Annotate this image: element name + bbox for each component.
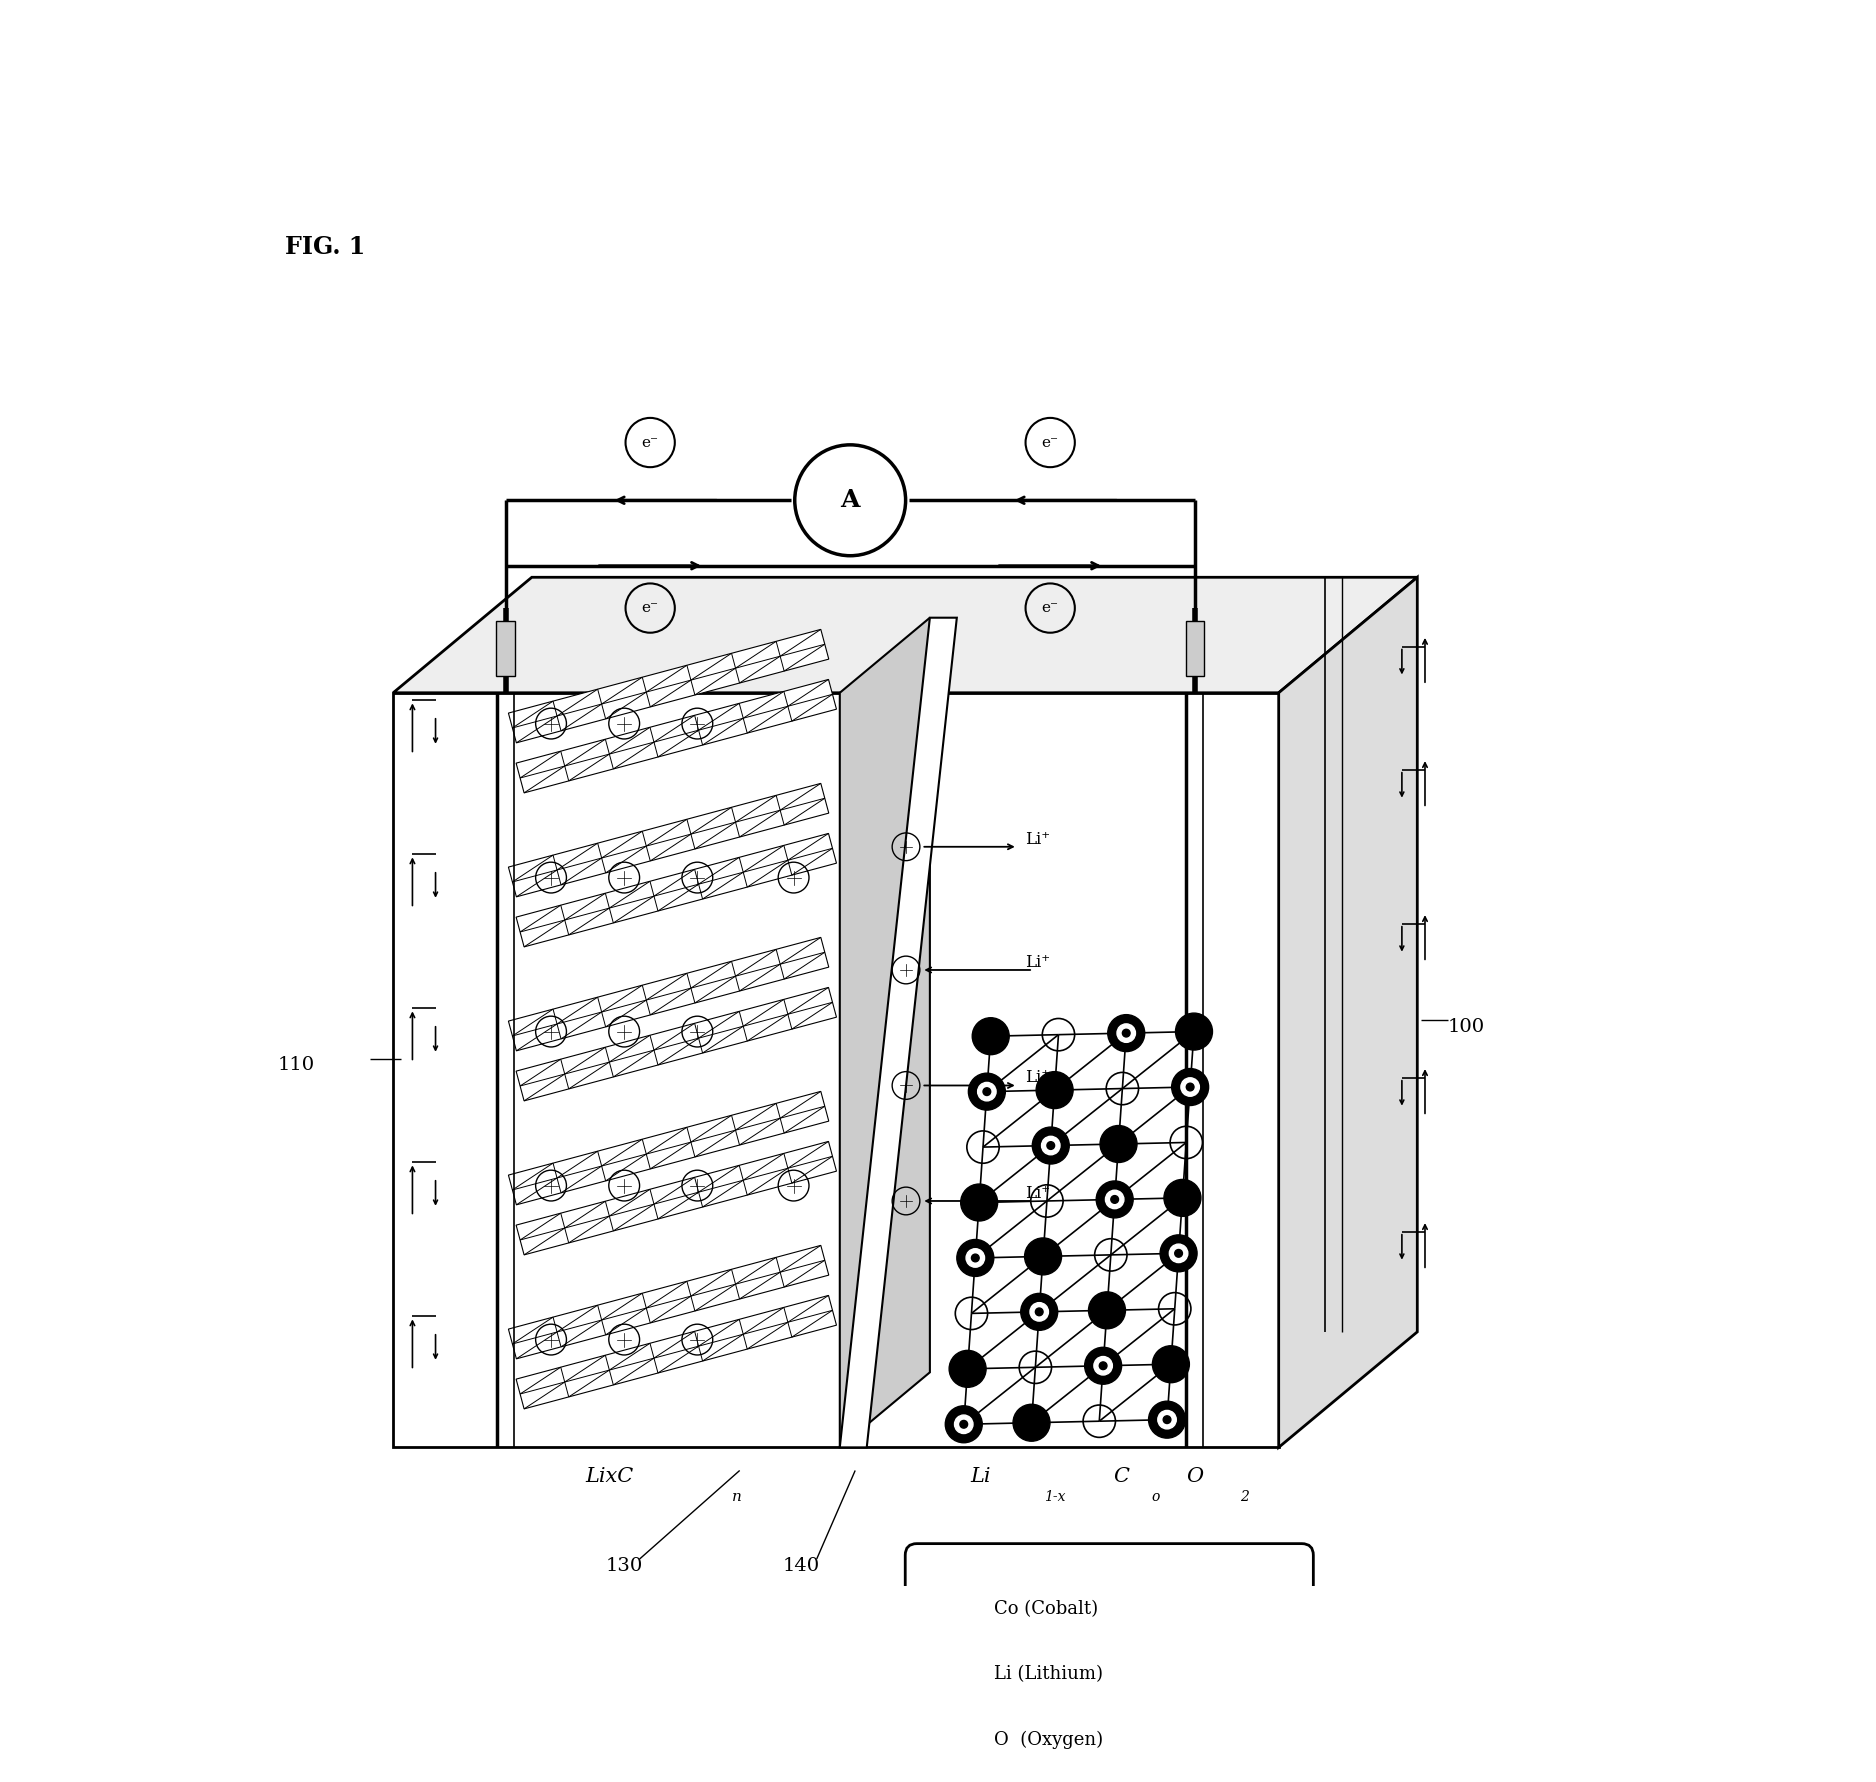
Circle shape xyxy=(1088,1292,1126,1329)
Circle shape xyxy=(1116,1025,1135,1042)
Polygon shape xyxy=(840,618,957,1447)
Text: LixC: LixC xyxy=(585,1467,634,1486)
Circle shape xyxy=(1180,1078,1199,1096)
Text: e⁻: e⁻ xyxy=(642,601,658,615)
Circle shape xyxy=(1047,1142,1054,1149)
Circle shape xyxy=(977,1082,996,1101)
Circle shape xyxy=(1157,1410,1176,1429)
Circle shape xyxy=(1107,1014,1144,1051)
Circle shape xyxy=(1159,1235,1197,1272)
Polygon shape xyxy=(508,1246,829,1360)
Circle shape xyxy=(1169,1244,1188,1263)
Circle shape xyxy=(1041,1137,1060,1155)
Circle shape xyxy=(1030,1303,1049,1320)
Circle shape xyxy=(951,1600,968,1618)
Circle shape xyxy=(942,1723,976,1757)
Circle shape xyxy=(1032,1126,1069,1164)
Circle shape xyxy=(1163,1417,1171,1424)
Circle shape xyxy=(966,1249,985,1267)
Text: Li: Li xyxy=(970,1467,991,1486)
Text: Li⁺: Li⁺ xyxy=(1026,1069,1051,1087)
Text: Li⁺: Li⁺ xyxy=(1026,830,1051,848)
Circle shape xyxy=(1163,1180,1201,1217)
Circle shape xyxy=(1024,1238,1062,1274)
Polygon shape xyxy=(516,1296,837,1410)
Polygon shape xyxy=(394,693,1279,1447)
Text: FIG. 1: FIG. 1 xyxy=(285,235,366,258)
Polygon shape xyxy=(516,1142,837,1255)
Polygon shape xyxy=(508,784,829,896)
Text: Co (Cobalt): Co (Cobalt) xyxy=(994,1600,1097,1618)
Circle shape xyxy=(957,1606,962,1613)
Circle shape xyxy=(957,1240,994,1276)
Text: O: O xyxy=(1186,1467,1203,1486)
Text: 100: 100 xyxy=(1448,1018,1486,1035)
Polygon shape xyxy=(516,834,837,946)
Circle shape xyxy=(1172,1069,1208,1105)
Circle shape xyxy=(955,1415,974,1433)
Circle shape xyxy=(1099,1126,1137,1162)
Polygon shape xyxy=(516,987,837,1101)
Polygon shape xyxy=(516,679,837,793)
Text: 130: 130 xyxy=(606,1557,643,1575)
Text: 2: 2 xyxy=(1240,1490,1249,1504)
Circle shape xyxy=(972,1018,1009,1055)
Polygon shape xyxy=(1279,577,1416,1447)
Text: e⁻: e⁻ xyxy=(642,435,658,449)
Circle shape xyxy=(946,1406,983,1443)
Text: e⁻: e⁻ xyxy=(1041,601,1058,615)
Polygon shape xyxy=(508,629,829,743)
Circle shape xyxy=(983,1087,991,1096)
Circle shape xyxy=(1176,1014,1212,1050)
Circle shape xyxy=(1099,1361,1107,1370)
Bar xyxy=(1186,620,1204,675)
Circle shape xyxy=(1084,1347,1122,1385)
Circle shape xyxy=(949,1351,987,1388)
Circle shape xyxy=(1105,1190,1124,1208)
Circle shape xyxy=(972,1255,979,1262)
Polygon shape xyxy=(394,577,1416,693)
Circle shape xyxy=(942,1591,976,1625)
Circle shape xyxy=(795,446,906,556)
Circle shape xyxy=(1122,1030,1129,1037)
Circle shape xyxy=(961,1420,968,1427)
Polygon shape xyxy=(508,937,829,1051)
Text: 140: 140 xyxy=(782,1557,820,1575)
Bar xyxy=(497,620,514,675)
Text: e⁻: e⁻ xyxy=(1041,435,1058,449)
Text: Li⁺: Li⁺ xyxy=(1026,1185,1051,1201)
Circle shape xyxy=(1174,1249,1182,1256)
Circle shape xyxy=(1152,1345,1189,1383)
Polygon shape xyxy=(840,618,930,1447)
Circle shape xyxy=(1013,1404,1051,1442)
Polygon shape xyxy=(508,1091,829,1205)
Text: 1-x: 1-x xyxy=(1043,1490,1066,1504)
Text: Li (Lithium): Li (Lithium) xyxy=(994,1666,1103,1684)
Text: n: n xyxy=(732,1490,741,1504)
Text: o: o xyxy=(1152,1490,1159,1504)
Circle shape xyxy=(1094,1356,1112,1376)
Circle shape xyxy=(961,1183,998,1221)
Circle shape xyxy=(1036,1308,1043,1315)
FancyBboxPatch shape xyxy=(906,1543,1313,1782)
Circle shape xyxy=(1186,1083,1193,1091)
Text: O  (Oxygen): O (Oxygen) xyxy=(994,1730,1103,1750)
Circle shape xyxy=(1021,1294,1058,1331)
Circle shape xyxy=(1096,1181,1133,1217)
Text: C: C xyxy=(1112,1467,1129,1486)
Text: Li⁺: Li⁺ xyxy=(1026,953,1051,971)
Text: 110: 110 xyxy=(278,1057,315,1075)
Circle shape xyxy=(1111,1196,1118,1203)
Circle shape xyxy=(1148,1401,1186,1438)
Circle shape xyxy=(1036,1071,1073,1108)
Text: A: A xyxy=(840,488,859,511)
Circle shape xyxy=(968,1073,1006,1110)
